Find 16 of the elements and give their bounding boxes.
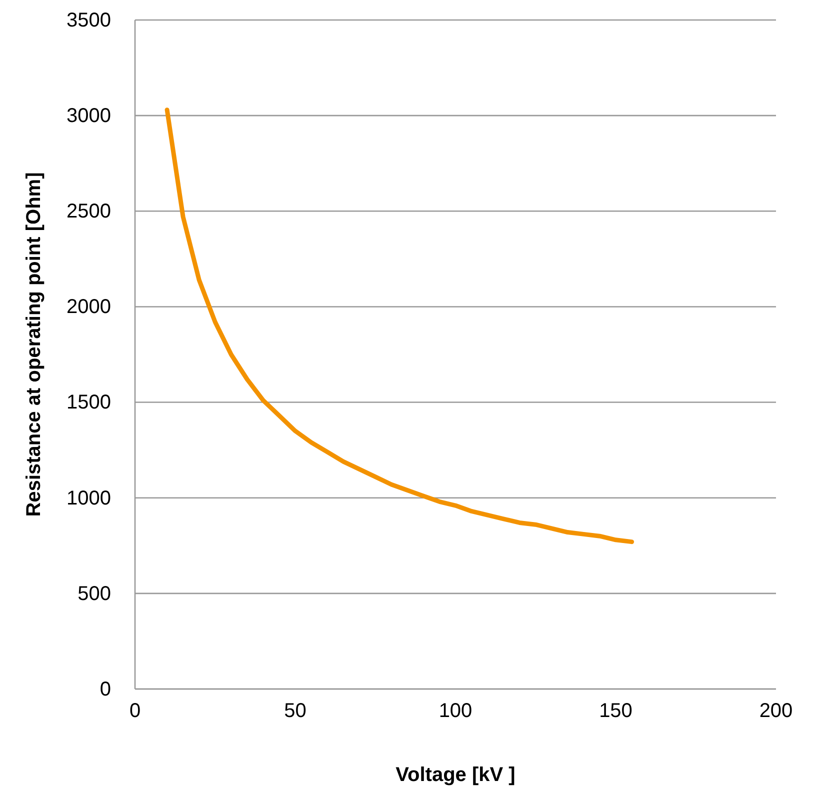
x-tick-label: 200: [759, 700, 793, 722]
y-tick-label: 1500: [66, 392, 111, 414]
x-tick-label: 150: [599, 700, 632, 722]
y-tick-label: 0: [100, 678, 111, 700]
x-tick-label: 100: [438, 700, 472, 722]
line-series: [164, 108, 634, 544]
x-tick-label: 50: [284, 700, 306, 722]
y-tick-label: 3000: [66, 104, 111, 127]
y-axis-title: Resistance at operating point [Ohm]: [23, 172, 45, 517]
y-tick-label: 1000: [66, 487, 111, 510]
x-axis-title: Voltage [kV ]: [396, 764, 516, 786]
y-tick-label: 3500: [66, 9, 111, 32]
y-tick-label: 500: [78, 582, 111, 605]
y-tick-label: 2500: [66, 200, 111, 223]
y-tick-label: 2000: [66, 296, 111, 318]
x-tick-label: 0: [129, 700, 141, 722]
